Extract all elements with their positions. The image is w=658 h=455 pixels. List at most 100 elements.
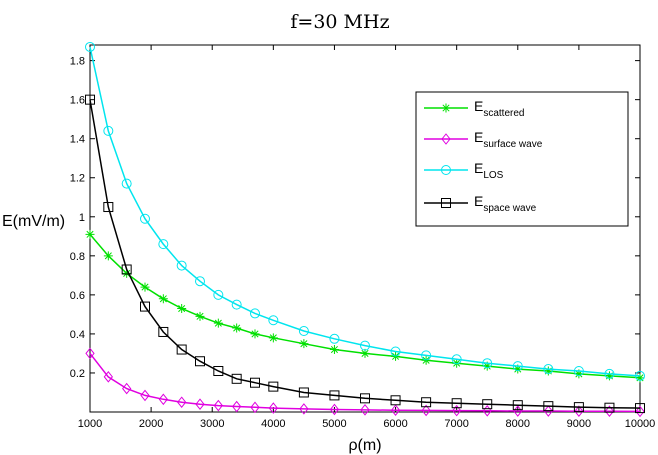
x-tick-label: 7000 [444,418,468,430]
data-point [85,229,95,239]
data-point [604,405,615,418]
data-point [329,390,340,401]
data-point [482,399,493,410]
data-point [604,371,614,381]
data-point [604,402,615,413]
data-point [299,339,309,349]
data-point [390,404,401,417]
series-space-wave [85,94,645,414]
data-point [635,373,645,383]
data-point [176,344,187,355]
x-tick-label: 10000 [625,418,656,430]
data-point [268,333,278,343]
x-axis-label: ρ(m) [348,437,381,454]
data-point [85,347,95,360]
x-tick-label: 9000 [567,418,591,430]
data-point [177,304,187,314]
x-axis: 1000 2000 3000 4000 5000 6000 7000 8000 9000 1000… [78,45,656,430]
y-tick-label: 1.8 [70,56,85,68]
x-tick-label: 2000 [139,418,163,430]
data-point [140,389,150,402]
data-point [573,366,584,377]
data-point [121,178,132,189]
x-tick-label: 3000 [200,418,224,430]
data-point [140,213,150,224]
data-point [158,393,168,406]
data-point [250,401,260,414]
data-point [268,315,279,326]
series-line [89,46,641,377]
data-point [482,358,493,369]
data-point [103,251,113,261]
series-layer [85,41,645,418]
y-tick-label: 0.4 [70,329,85,341]
data-point [250,308,260,319]
x-tick-label: 6000 [383,418,407,430]
y-tick-label: 1.4 [70,134,85,146]
data-point [421,350,432,361]
data-point [421,397,432,408]
legend-marker [441,133,451,145]
data-point [482,361,492,371]
data-point [574,405,584,418]
data-point [140,282,150,292]
data-point [250,377,260,388]
data-point [195,276,205,287]
data-point [195,311,205,321]
data-point [635,405,645,418]
data-point [360,404,370,416]
data-point [140,301,150,312]
data-point [543,364,554,375]
data-point [421,404,431,417]
data-point [360,393,370,404]
data-point [195,356,205,367]
data-point [573,402,584,413]
data-point [512,361,523,372]
data-point [451,398,462,409]
data-point [85,94,95,105]
legend-marker [441,165,451,175]
data-point [390,395,401,406]
data-point [298,325,309,336]
data-point [122,382,132,395]
chart-title: f=30 MHz [290,11,389,33]
y-tick-label: 0.2 [70,368,85,380]
data-point [250,329,260,339]
data-point [231,299,242,310]
legend-marker [441,103,451,113]
data-point [513,364,523,374]
data-point [452,358,462,368]
series-line [89,99,641,409]
y-tick-label: 0.6 [70,290,85,302]
data-point [329,333,340,344]
data-point [574,369,584,379]
data-point [299,403,309,415]
data-point [103,125,114,136]
x-tick-label: 1000 [78,418,102,430]
series-los [85,41,645,381]
data-point [232,323,242,333]
data-point [158,294,168,304]
data-point [360,348,370,358]
data-point [213,318,223,328]
data-point [103,371,113,383]
x-tick-label: 8000 [506,418,530,430]
data-point [604,368,615,379]
y-tick-label: 0.8 [70,251,85,263]
data-point [177,396,187,409]
data-point [213,289,224,300]
data-point [635,370,645,381]
data-point [298,387,309,398]
data-point [195,398,205,410]
data-point [85,41,95,52]
data-point [213,399,223,412]
data-point [103,202,114,213]
y-tick-label: 1 [79,212,85,224]
data-point [360,340,370,351]
y-axis-label: E(mV/m) [2,213,65,230]
data-point [122,268,132,278]
data-point [231,373,242,384]
data-point [176,260,187,271]
